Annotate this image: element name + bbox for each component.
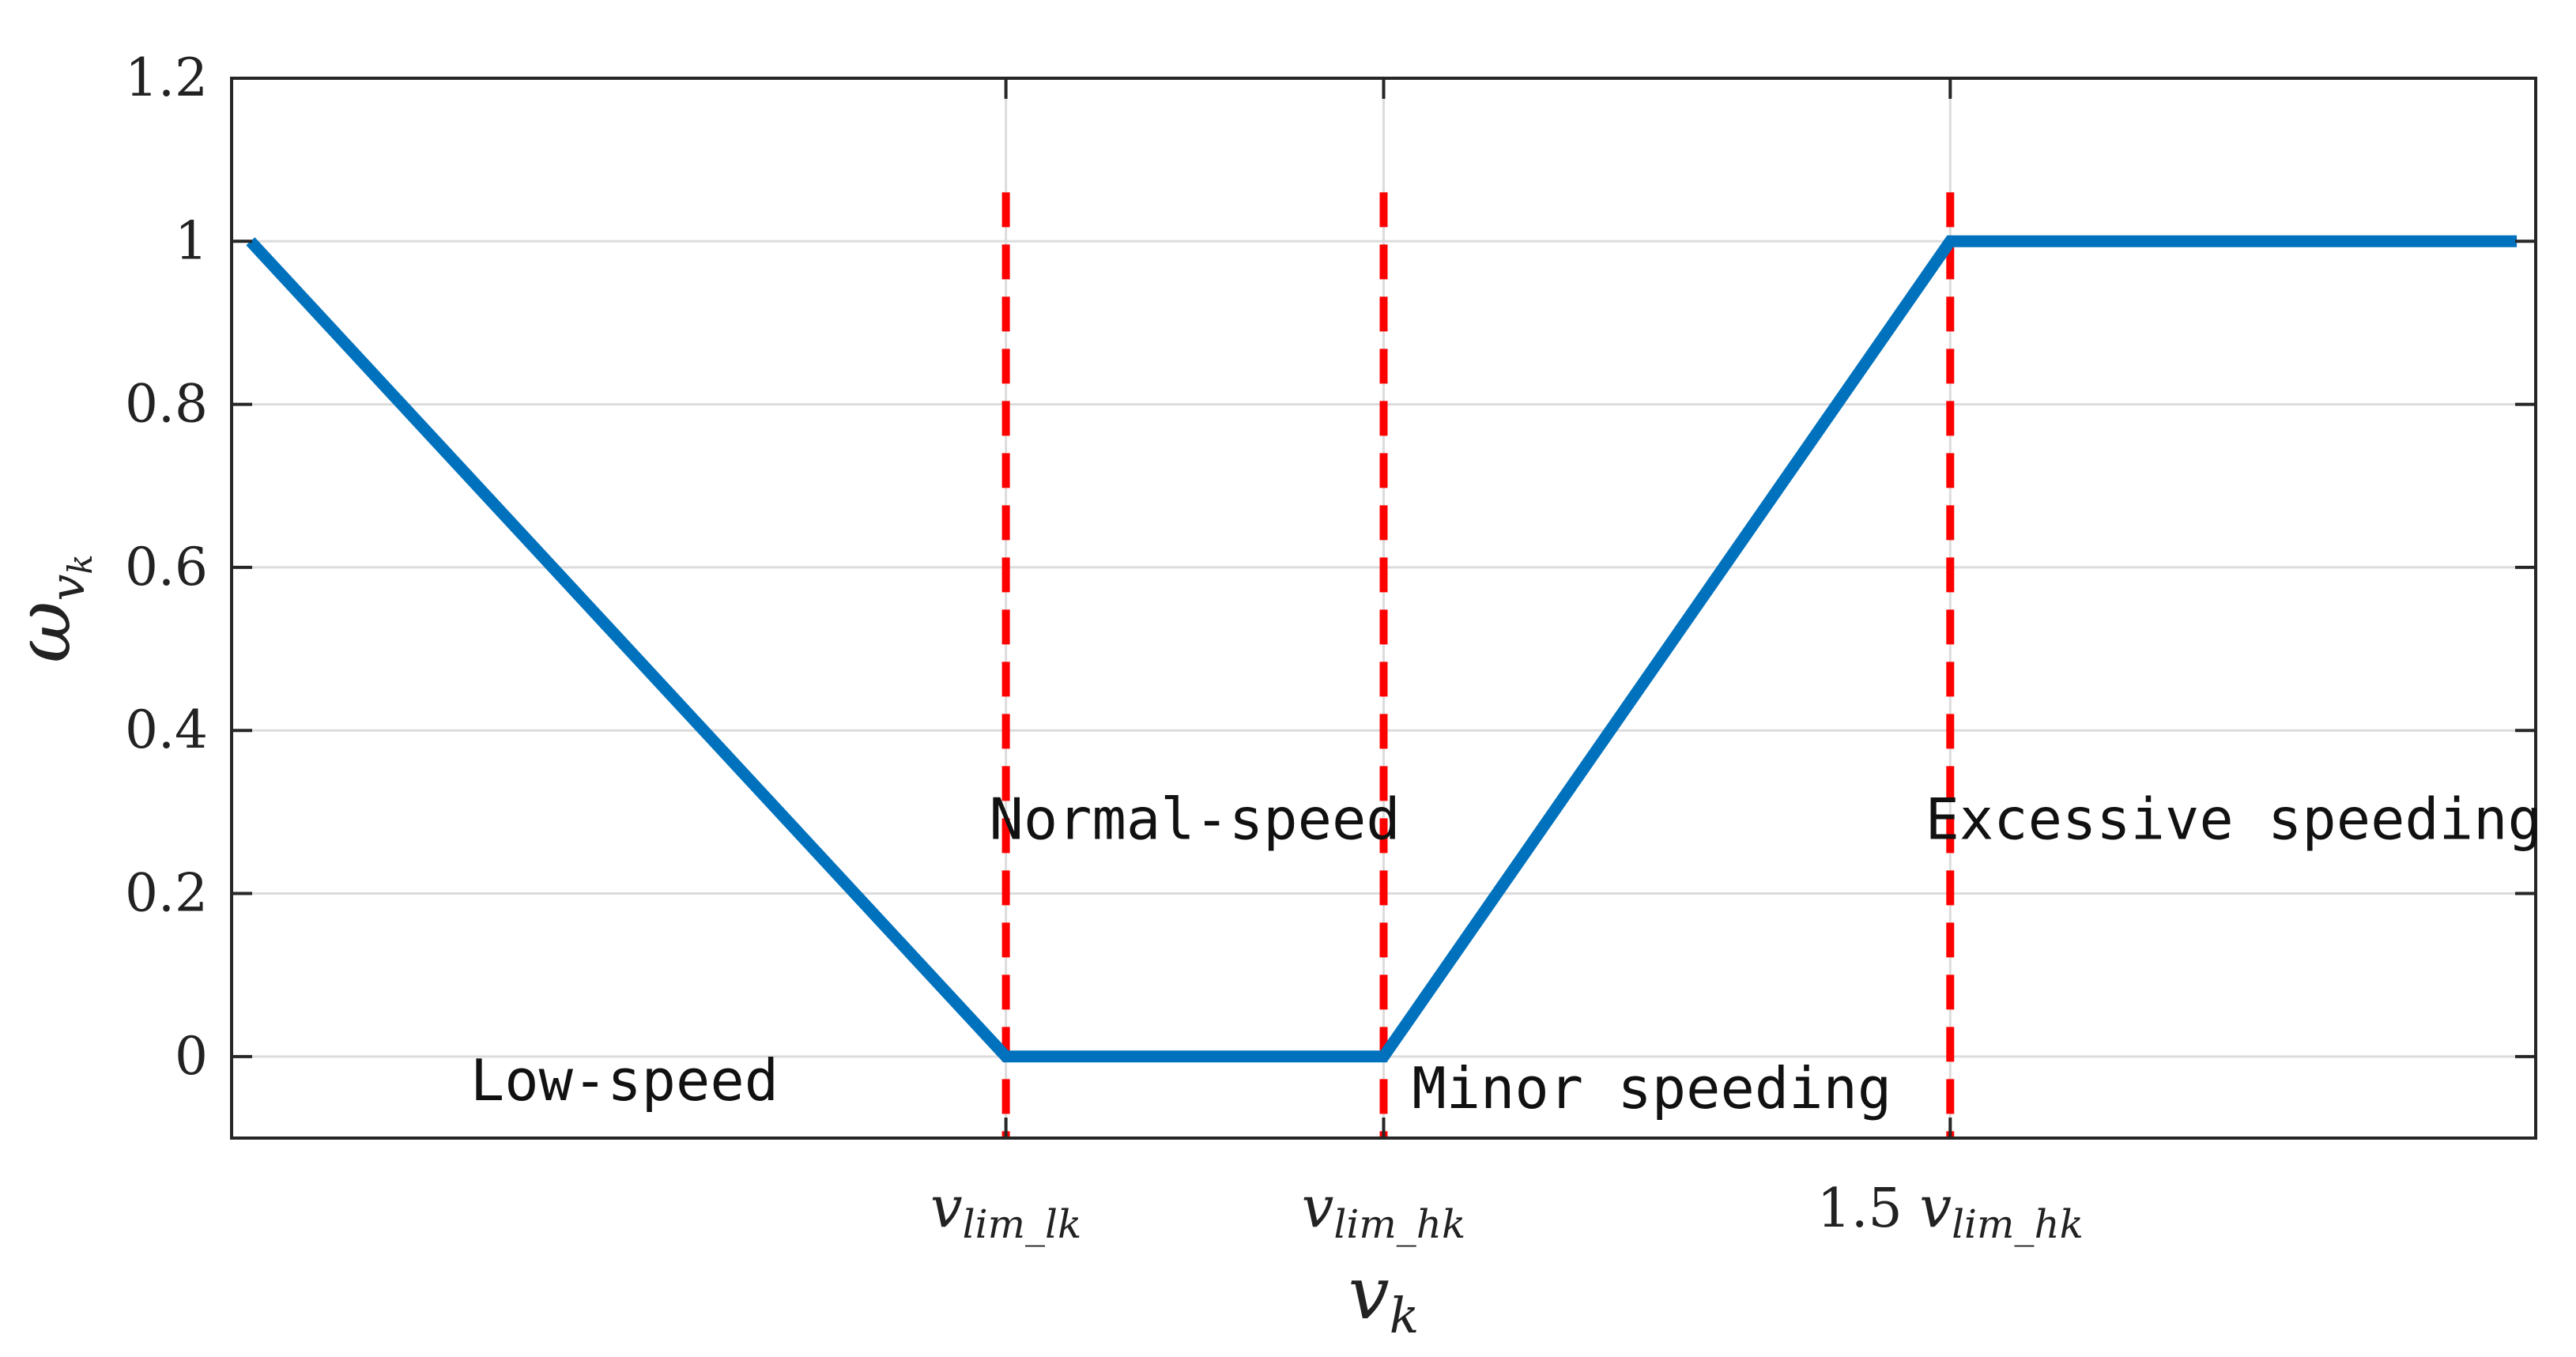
x-axis-label-base: v <box>1348 1251 1390 1336</box>
annotations-layer: Low-speed Normal-speed Minor speeding Exces… <box>470 786 2542 1121</box>
y-axis-label: ωvk <box>0 554 100 663</box>
y-tick-label: 1 <box>175 210 208 271</box>
y-tick-label: 1.2 <box>125 47 208 108</box>
y-tick-label: 0.6 <box>125 537 208 597</box>
y-axis-label-subsubscript: k <box>61 554 100 574</box>
y-axis-label-base: ω <box>0 601 88 663</box>
reference-lines-layer <box>1001 192 1955 1138</box>
series-line <box>246 235 2518 1063</box>
x-tick-base: v <box>930 1174 963 1240</box>
region-label: Minor speeding <box>1412 1055 1891 1121</box>
region-label: Normal-speed <box>989 786 1400 853</box>
region-label: Low-speed <box>470 1047 779 1114</box>
x-tick-label: vlim_hk <box>1302 1174 1466 1247</box>
x-tick-subscript: lim_hk <box>1952 1201 2084 1247</box>
y-tick-label: 0.8 <box>125 374 208 435</box>
y-tick-label: 0 <box>175 1026 208 1087</box>
x-tick-label: vlim_lk <box>930 1174 1081 1247</box>
y-axis-label-subscript: v <box>40 575 96 601</box>
x-tick-label: 1.5 vlim_hk <box>1817 1174 2084 1247</box>
x-tick-subscript: lim_lk <box>963 1201 1082 1247</box>
y-tick-label: 0.2 <box>125 863 208 924</box>
x-tick-prefix: 1.5 <box>1817 1178 1920 1240</box>
x-tick-base: v <box>1919 1174 1952 1240</box>
region-label: Excessive speeding <box>1925 786 2542 853</box>
x-axis-label: vk <box>1348 1251 1420 1344</box>
series-layer <box>246 235 2518 1063</box>
x-tick-base: v <box>1302 1174 1334 1240</box>
y-tick-label: 0.4 <box>125 699 208 760</box>
x-axis-label-subscript: k <box>1390 1287 1420 1344</box>
x-tick-subscript: lim_hk <box>1333 1201 1465 1247</box>
